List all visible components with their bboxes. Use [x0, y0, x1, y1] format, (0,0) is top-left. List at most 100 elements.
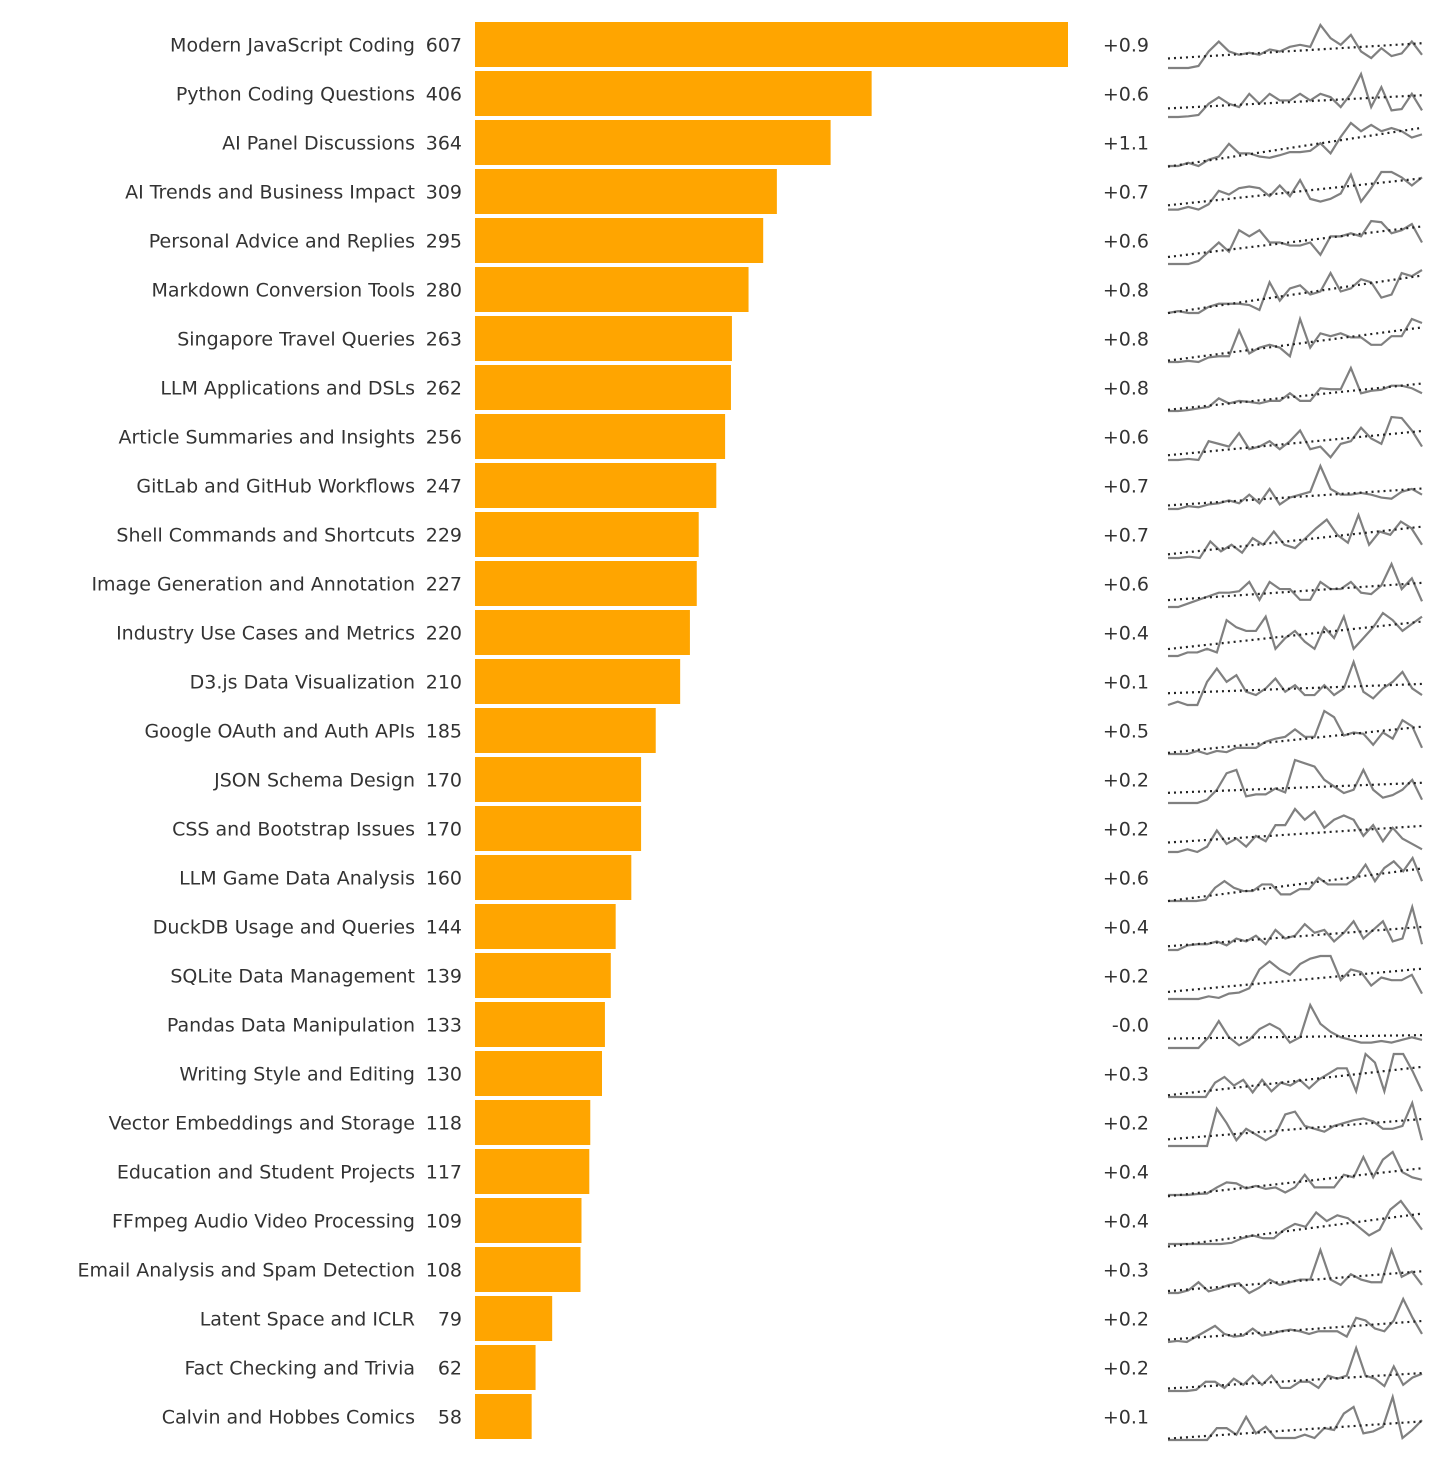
- value-label: 263: [426, 329, 462, 351]
- trend-label: +0.1: [1103, 1407, 1149, 1429]
- bar: [475, 1247, 581, 1292]
- bar-row: Writing Style and Editing 130 +0.3: [179, 1051, 1423, 1099]
- category-label: Industry Use Cases and Metrics: [116, 623, 415, 645]
- category-label: Singapore Travel Queries: [177, 329, 415, 351]
- category-label: Education and Student Projects: [117, 1162, 415, 1184]
- trend-line: [1167, 781, 1423, 794]
- bar-row: Latent Space and ICLR 79 +0.2: [200, 1296, 1423, 1344]
- category-label: Email Analysis and Spam Detection: [78, 1260, 415, 1282]
- sparkline: [1168, 121, 1423, 168]
- category-label: DuckDB Usage and Queries: [153, 917, 415, 939]
- bar: [475, 1345, 536, 1390]
- value-label: 247: [426, 476, 462, 498]
- bar-row: Personal Advice and Replies 295 +0.6: [149, 218, 1423, 266]
- bar: [475, 22, 1068, 67]
- bar-row: Image Generation and Annotation 227 +0.6: [91, 561, 1424, 609]
- category-label: AI Trends and Business Impact: [125, 182, 415, 204]
- category-label: Shell Commands and Shortcuts: [116, 525, 415, 547]
- category-label: CSS and Bootstrap Issues: [172, 819, 415, 841]
- sparkline: [1168, 415, 1423, 462]
- category-label: D3.js Data Visualization: [190, 672, 415, 694]
- category-label: Modern JavaScript Coding: [170, 35, 415, 57]
- bar: [475, 120, 831, 165]
- trend-line: [1167, 1371, 1423, 1390]
- trend-label: +0.4: [1103, 623, 1149, 645]
- sparkline: [1168, 902, 1424, 952]
- bar-row: Singapore Travel Queries 263 +0.8: [177, 315, 1423, 364]
- trend-label: +0.4: [1103, 1162, 1149, 1184]
- sparkline: [1168, 219, 1423, 266]
- sparkline: [1168, 1392, 1423, 1442]
- value-label: 295: [426, 231, 462, 253]
- bar: [475, 1296, 553, 1341]
- category-label: LLM Applications and DSLs: [160, 378, 415, 400]
- bar: [475, 1051, 603, 1096]
- bar-row: LLM Game Data Analysis 160 +0.6: [179, 855, 1424, 903]
- trend-label: +0.6: [1103, 574, 1149, 596]
- category-label: Google OAuth and Auth APIs: [144, 721, 415, 743]
- category-label: Image Generation and Annotation: [91, 574, 415, 596]
- bar-row: Pandas Data Manipulation 133 -0.0: [167, 1002, 1423, 1050]
- category-label: Calvin and Hobbes Comics: [162, 1407, 415, 1429]
- trend-label: +0.2: [1103, 966, 1149, 988]
- sparkline: [1168, 807, 1423, 854]
- trend-label: +0.8: [1103, 378, 1149, 400]
- bar: [475, 365, 731, 410]
- trend-label: +0.6: [1103, 84, 1149, 106]
- value-label: 364: [426, 133, 462, 155]
- sparkline: [1168, 1199, 1423, 1246]
- bar: [475, 561, 697, 606]
- trend-label: +0.8: [1103, 329, 1149, 351]
- bar: [475, 708, 656, 753]
- trend-label: +0.6: [1103, 868, 1149, 890]
- bar-row: Shell Commands and Shortcuts 229 +0.7: [116, 511, 1423, 560]
- category-label: Fact Checking and Trivia: [185, 1358, 416, 1380]
- bar-row: Vector Embeddings and Storage 118 +0.2: [109, 1099, 1424, 1148]
- bar-row: SQLite Data Management 139 +0.2: [170, 953, 1423, 1001]
- sparkline: [1168, 315, 1423, 364]
- category-label: Python Coding Questions: [176, 84, 415, 106]
- sparkline: [1168, 71, 1423, 119]
- bar-row: DuckDB Usage and Queries 144 +0.4: [153, 902, 1424, 952]
- trend-line: [1167, 967, 1423, 994]
- value-label: 607: [426, 35, 462, 57]
- trend-label: +0.2: [1103, 770, 1149, 792]
- value-label: 108: [426, 1260, 462, 1282]
- sparkline: [1168, 611, 1423, 658]
- category-label: FFmpeg Audio Video Processing: [112, 1211, 415, 1233]
- category-label: Latent Space and ICLR: [200, 1309, 415, 1331]
- sparkline: [1168, 1344, 1423, 1393]
- sparkline: [1168, 22, 1423, 70]
- bar: [475, 904, 616, 949]
- bar-row: FFmpeg Audio Video Processing 109 +0.4: [112, 1198, 1423, 1248]
- bar: [475, 855, 632, 900]
- trend-line: [1167, 1065, 1423, 1097]
- sparkline: [1168, 954, 1423, 1001]
- bar-row: Education and Student Projects 117 +0.4: [117, 1149, 1423, 1198]
- category-label: AI Panel Discussions: [222, 133, 415, 155]
- value-label: 309: [426, 182, 462, 204]
- category-label: Article Summaries and Insights: [118, 427, 415, 449]
- trend-label: +0.5: [1103, 721, 1149, 743]
- bar: [475, 806, 642, 851]
- sparkline: [1168, 511, 1423, 560]
- value-label: 262: [426, 378, 462, 400]
- trend-line: [1167, 326, 1423, 362]
- bar-row: Markdown Conversion Tools 280 +0.8: [151, 267, 1423, 315]
- sparkline: [1168, 1002, 1423, 1050]
- bar: [475, 1198, 582, 1243]
- category-label: Personal Advice and Replies: [149, 231, 415, 253]
- value-label: 229: [426, 525, 462, 547]
- trend-line: [1167, 925, 1423, 948]
- bar: [475, 414, 726, 459]
- trend-line: [1167, 824, 1423, 844]
- trend-line: [1167, 1270, 1423, 1293]
- category-label: LLM Game Data Analysis: [179, 868, 415, 890]
- trend-line: [1167, 867, 1423, 903]
- value-label: 170: [426, 770, 462, 792]
- trend-label: +0.6: [1103, 231, 1149, 253]
- sparkline: [1168, 561, 1424, 609]
- trend-label: +0.3: [1103, 1064, 1149, 1086]
- bar-row: AI Trends and Business Impact 309 +0.7: [125, 169, 1423, 214]
